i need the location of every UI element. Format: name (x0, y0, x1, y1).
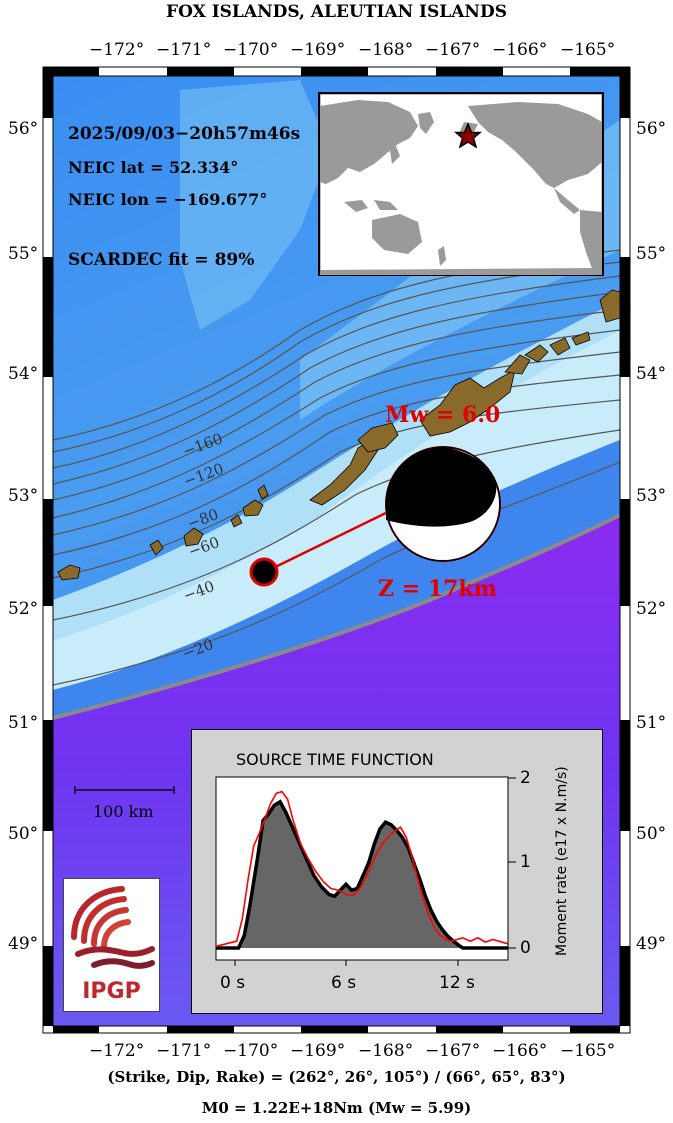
scardec-fit: SCARDEC fit = 89% (68, 250, 255, 270)
frame-stripes (43, 67, 630, 1033)
lon-tick-top: −169° (290, 40, 346, 60)
event-star-icon (453, 122, 483, 149)
lon-tick-bottom: −167° (425, 1041, 481, 1061)
lat-tick-left: 56° (8, 119, 39, 139)
lon-tick-bottom: −165° (560, 1041, 616, 1061)
lon-tick-bottom: −171° (156, 1041, 212, 1061)
lon-tick-top: −168° (358, 40, 414, 60)
lon-tick-top: −172° (89, 40, 145, 60)
stf-ytick: 0 (520, 938, 531, 958)
neic-lat: NEIC lat = 52.334° (68, 158, 239, 177)
lat-tick-left: 49° (8, 934, 39, 954)
aleutian-islands (57, 289, 620, 581)
lat-tick-left: 52° (8, 599, 39, 619)
lat-tick-right: 56° (636, 119, 667, 139)
depth-label: Z = 17km (378, 576, 497, 602)
lon-tick-top: −166° (492, 40, 548, 60)
lon-tick-bottom: −166° (492, 1041, 548, 1061)
event-datetime: 2025/09/03−20h57m46s (68, 124, 301, 144)
trench-line (53, 513, 620, 720)
stf-xtick: 12 s (439, 973, 475, 993)
lat-tick-right: 49° (636, 934, 667, 954)
map-title: FOX ISLANDS, ALEUTIAN ISLANDS (166, 2, 507, 22)
lon-tick-bottom: −169° (290, 1041, 346, 1061)
lon-tick-bottom: −172° (89, 1041, 145, 1061)
lat-tick-left: 54° (8, 364, 39, 384)
lat-tick-right: 55° (636, 244, 667, 264)
focal-mechanism (385, 446, 501, 562)
lon-tick-top: −165° (560, 40, 616, 60)
ipgp-logo-text: IPGP (82, 979, 141, 1004)
lon-tick-bottom: −168° (358, 1041, 414, 1061)
stf-series-1-area (216, 801, 508, 948)
lat-tick-right: 52° (636, 599, 667, 619)
magnitude-label: Mw = 6.0 (385, 402, 501, 428)
lat-tick-left: 51° (8, 713, 39, 733)
nodal-planes: (Strike, Dip, Rake) = (262°, 26°, 105°) … (107, 1068, 566, 1086)
lat-tick-left: 53° (8, 486, 39, 506)
neic-lon: NEIC lon = −169.677° (68, 190, 268, 209)
lat-tick-right: 51° (636, 713, 667, 733)
lat-tick-right: 50° (636, 824, 667, 844)
lat-tick-left: 50° (8, 824, 39, 844)
inset-world-map (318, 92, 604, 276)
stf-xtick: 6 s (331, 973, 357, 993)
scale-bar (74, 786, 175, 794)
lat-tick-left: 55° (8, 244, 39, 264)
epicenter-marker (249, 557, 279, 587)
ipgp-logo-mark (71, 886, 155, 969)
stf-plot (215, 776, 516, 966)
lon-tick-bottom: −170° (223, 1041, 279, 1061)
stf-ytick: 1 (520, 852, 531, 872)
stf-series-1-line (216, 799, 508, 950)
scale-bar-label: 100 km (93, 802, 154, 821)
stf-xtick: 0 s (220, 973, 246, 993)
stf-panel: SOURCE TIME FUNCTION 2 1 0 0 s 6 s 12 s … (191, 729, 603, 1014)
stf-ytick: 2 (520, 768, 531, 788)
stf-series-2-line (215, 790, 509, 948)
stf-ylabel: Moment rate (e17 x N.m/s) (554, 766, 570, 956)
seismic-moment: M0 = 1.22E+18Nm (Mw = 5.99) (201, 1099, 472, 1117)
stf-title: SOURCE TIME FUNCTION (236, 750, 434, 769)
lon-tick-top: −167° (425, 40, 481, 60)
lat-tick-right: 54° (636, 364, 667, 384)
lon-tick-top: −171° (156, 40, 212, 60)
lon-tick-top: −170° (223, 40, 279, 60)
ipgp-logo: IPGP (63, 878, 160, 1012)
lat-tick-right: 53° (636, 486, 667, 506)
